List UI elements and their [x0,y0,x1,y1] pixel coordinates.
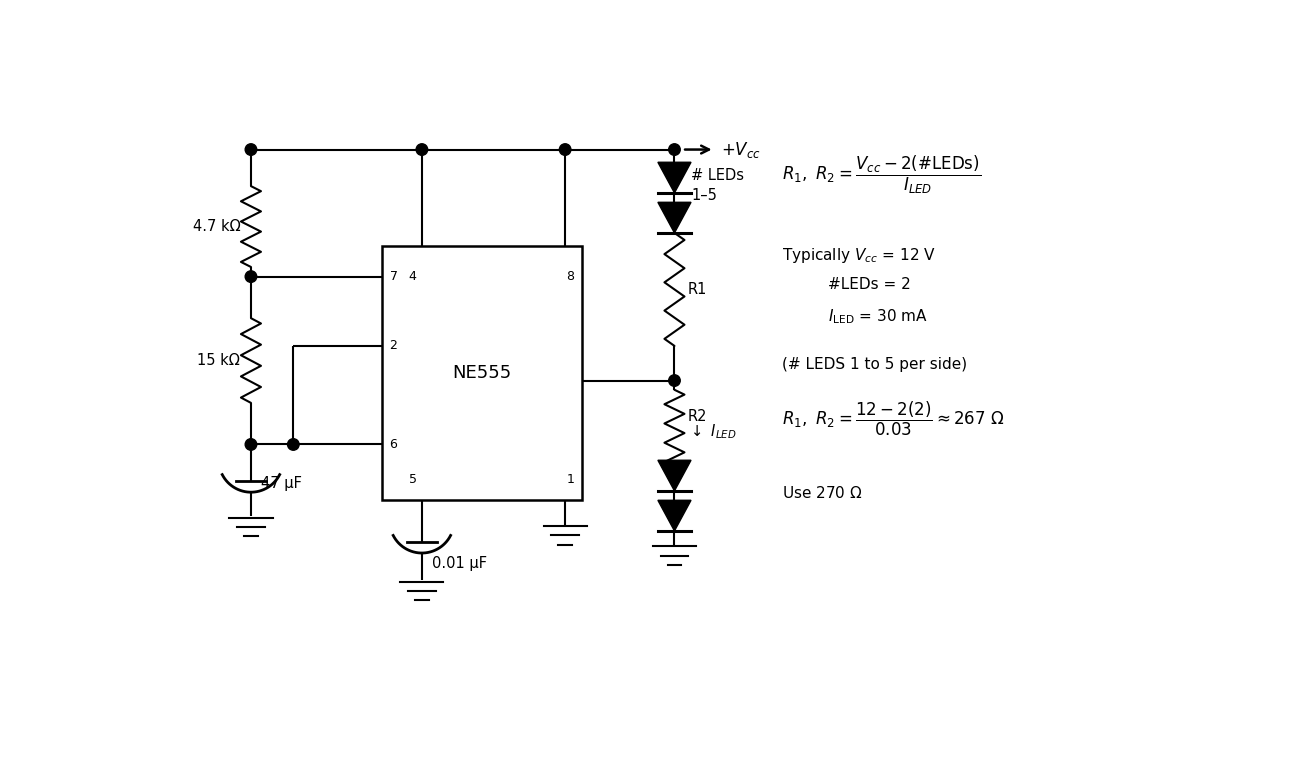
Circle shape [245,438,257,451]
Text: $+ V_{cc}$: $+ V_{cc}$ [721,139,760,160]
Text: (# LEDS 1 to 5 per side): (# LEDS 1 to 5 per side) [782,357,968,373]
Circle shape [669,375,681,386]
Text: $I_\mathrm{LED}$ = 30 mA: $I_\mathrm{LED}$ = 30 mA [828,308,928,326]
Text: 0.01 μF: 0.01 μF [432,555,486,571]
Text: $R_1,\ R_2 = \dfrac{12 - 2(2)}{0.03} \approx 267\ \Omega$: $R_1,\ R_2 = \dfrac{12 - 2(2)}{0.03} \ap… [782,400,1005,438]
Text: 47 μF: 47 μF [261,477,301,491]
Polygon shape [659,461,691,491]
Text: 4: 4 [409,270,417,283]
Text: 4.7 kΩ: 4.7 kΩ [193,219,240,234]
Bar [382,246,582,500]
Text: 1: 1 [566,473,574,486]
Text: 5: 5 [409,473,417,486]
Text: $\downarrow\ I_{LED}$: $\downarrow\ I_{LED}$ [687,423,737,441]
Text: R1: R1 [687,282,707,297]
Text: 2: 2 [390,340,398,353]
Polygon shape [659,162,691,193]
Text: #LEDs = 2: #LEDs = 2 [828,277,911,291]
Polygon shape [659,500,691,531]
Text: R2: R2 [687,409,707,425]
Circle shape [245,271,257,282]
Polygon shape [659,202,691,233]
Text: NE555: NE555 [452,364,511,382]
Circle shape [245,144,257,155]
Text: Typically $V_{cc}$ = 12 V: Typically $V_{cc}$ = 12 V [782,246,936,265]
Circle shape [416,144,428,155]
Text: 15 kΩ: 15 kΩ [197,353,240,368]
Text: Use 270 $\Omega$: Use 270 $\Omega$ [782,484,863,500]
Text: 1–5: 1–5 [691,188,717,203]
Text: 6: 6 [390,438,398,451]
Text: # LEDs: # LEDs [691,168,745,184]
Text: 8: 8 [566,270,574,283]
Text: 7: 7 [390,270,398,283]
Circle shape [288,438,299,451]
Text: $R_1,\ R_2 = \dfrac{V_{cc} - 2(\#\mathrm{LEDs})}{I_{LED}}$: $R_1,\ R_2 = \dfrac{V_{cc} - 2(\#\mathrm… [782,154,982,196]
Circle shape [559,144,571,155]
Circle shape [669,144,681,155]
